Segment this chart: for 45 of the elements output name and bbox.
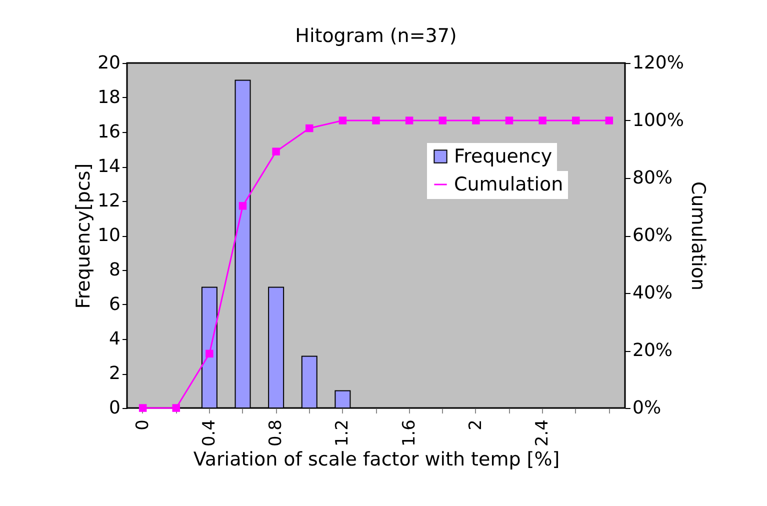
legend-label: Frequency <box>454 146 552 168</box>
y-tick-label: 2 <box>109 363 120 384</box>
point <box>172 404 180 412</box>
point <box>372 116 380 124</box>
point <box>572 116 580 124</box>
y-tick-label: 18 <box>98 87 120 108</box>
point <box>538 116 546 124</box>
point <box>405 116 414 124</box>
y-tick-label: 6 <box>109 294 120 315</box>
point <box>472 116 480 124</box>
y-tick-label: 8 <box>109 260 120 280</box>
y-tick-label: 16 <box>98 122 120 142</box>
x-tick-label: 1.2 <box>332 420 353 447</box>
point <box>338 116 347 124</box>
y2-axis-title: Cumulation <box>686 181 709 291</box>
y2-tick-label: 120% <box>632 52 684 74</box>
y-tick-label: 4 <box>109 328 120 350</box>
y2-tick-label: 20% <box>632 340 673 361</box>
point <box>605 116 614 124</box>
y2-tick-label: 100% <box>632 110 684 131</box>
y2-tick-label: 80% <box>632 168 673 188</box>
y2-tick-label: 0% <box>632 398 662 418</box>
chart-title: Hitogram (n=37) <box>295 25 457 47</box>
point <box>505 116 514 124</box>
point <box>138 404 147 412</box>
x-axis-title: Variation of scale factor with temp [%] <box>193 448 560 471</box>
point <box>238 202 247 210</box>
point <box>438 116 446 124</box>
y-tick-label: 14 <box>98 156 120 177</box>
x-tick-label: 1.6 <box>399 420 420 447</box>
y-tick-label: 10 <box>98 225 120 246</box>
point <box>206 350 214 358</box>
x-tick-label: 0.4 <box>199 420 220 447</box>
y2-tick-label: 60% <box>632 225 673 246</box>
point <box>272 148 280 156</box>
legend-label: Cumulation <box>454 174 564 196</box>
y-axis-title: Frequency[pcs] <box>72 163 95 309</box>
x-tick-label: 2.4 <box>532 420 553 447</box>
x-tick-label: 0 <box>132 420 153 430</box>
x-tick-label: 2 <box>466 420 486 430</box>
y-tick-label: 20 <box>98 52 120 74</box>
y2-tick-label: 40% <box>632 282 673 304</box>
y-tick-label: 12 <box>98 190 120 212</box>
point <box>306 124 314 132</box>
x-tick-label: 0.8 <box>266 420 286 447</box>
